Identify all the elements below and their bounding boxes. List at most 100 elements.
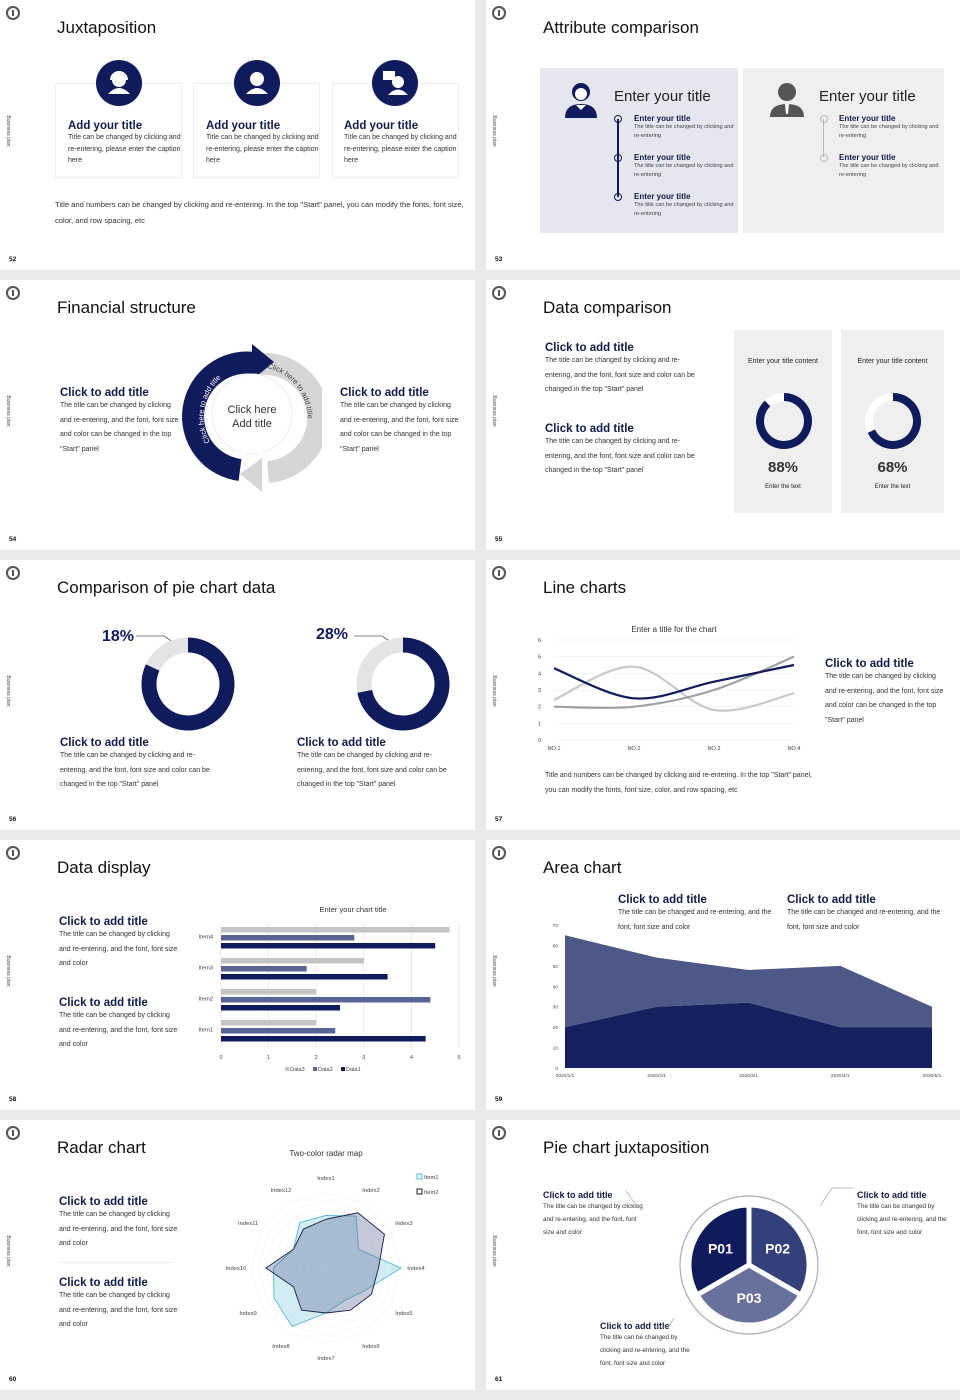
item-text: The title can be changed by clicking and… (634, 202, 734, 217)
slide-58[interactable]: Business plan Data display Click to add … (0, 840, 475, 1110)
side-label: Business plan (5, 675, 11, 707)
slide-60[interactable]: Business plan Radar chart Click to add t… (0, 1120, 475, 1390)
block-title: Click to add title (340, 387, 429, 399)
slide-number: 61 (495, 1376, 503, 1383)
axis-label: Index10 (226, 1266, 247, 1272)
x-tick-label: 2020/2/1 (647, 1073, 666, 1079)
block-text: The title can be changed by clicking and… (825, 673, 944, 724)
card-title: Add your title (206, 120, 281, 132)
axis-label: Index5 (395, 1311, 412, 1317)
slide-title: Data display (57, 858, 151, 877)
chart-title: Enter your chart title (319, 905, 386, 914)
logo-icon (6, 1126, 20, 1140)
y-tick-label: 4 (538, 671, 541, 677)
segment-label: P01 (708, 1241, 733, 1257)
slide-title: Financial structure (57, 298, 196, 317)
axis-label: Index6 (362, 1344, 379, 1350)
logo-icon (492, 6, 506, 20)
x-tick-label: 2020/5/1 (923, 1073, 942, 1079)
donut-value-arc (867, 393, 921, 449)
slide-title: Radar chart (57, 1138, 146, 1157)
center-text-1[interactable]: Click here (228, 404, 277, 416)
block-title: Click to add title (59, 1196, 148, 1208)
radar-grid (250, 1192, 402, 1344)
block-title: Click to add title (787, 894, 876, 906)
block-title: Click to add title (618, 894, 707, 906)
slide-number: 55 (495, 536, 503, 543)
block-text: The title can be changed by clicking and… (545, 438, 695, 474)
block-text: The title can be changed by clicking and… (59, 1211, 178, 1247)
block-title: Click to add title (545, 342, 634, 354)
gray-arrowhead (240, 458, 262, 492)
x-tick-label: 2 (315, 1055, 318, 1061)
axis-label: Index4 (407, 1266, 425, 1272)
navy-arrowhead (252, 344, 274, 380)
block-text: The title can be changed by clicking and… (59, 1292, 178, 1328)
donut-chart (865, 393, 921, 449)
slide-61[interactable]: Business plan Pie chart juxtaposition Cl… (486, 1120, 960, 1390)
item-text: The title can be changed by clicking and… (839, 124, 939, 139)
legend-label: Data3 (290, 1067, 305, 1073)
gray-arc (259, 352, 322, 483)
slide-number: 58 (9, 1096, 17, 1103)
donut-highlight-arc (356, 637, 404, 693)
donut-main-arc (141, 637, 235, 731)
percent-value: 88% (767, 459, 799, 476)
radar-chart: Two-color radar map Index1 Index2 Index3 Ind… (226, 1149, 439, 1362)
radar-grid (273, 1215, 379, 1321)
slide-52[interactable]: Business plan Juxtaposition Add your tit… (0, 0, 475, 270)
center-text-2[interactable]: Add title (232, 418, 272, 430)
footer-text: Title and numbers can be changed by clic… (55, 200, 464, 225)
headset-agent-icon (96, 60, 142, 106)
radar-grid (318, 1260, 334, 1276)
donut-chart (141, 637, 235, 731)
y-tick-label: 2 (538, 705, 541, 711)
slide-54[interactable]: Business plan Financial structure Click … (0, 280, 475, 550)
timeline-node (614, 154, 622, 162)
axis-label: Index7 (317, 1356, 334, 1362)
y-tick-label: Item2 (199, 997, 214, 1003)
slide-59[interactable]: Business plan Area chart 0 10 20 30 40 50 60 70… (486, 840, 960, 1110)
slide-title: Juxtaposition (57, 18, 157, 37)
slide-number: 57 (495, 816, 503, 823)
line-series (553, 663, 795, 700)
item-title: Enter your title (634, 192, 691, 201)
navy-arc (182, 351, 256, 481)
line-series (553, 665, 795, 712)
legend-label: Data2 (318, 1067, 333, 1073)
slide-57[interactable]: Business plan Line charts Enter a title … (486, 560, 960, 830)
pie-segment (693, 1262, 805, 1328)
slide-56[interactable]: Business plan Comparison of pie chart da… (0, 560, 475, 830)
card-title: Add your title (68, 120, 143, 132)
side-label: Business plan (5, 1235, 11, 1267)
area-series (565, 1002, 932, 1068)
bar (221, 1036, 426, 1042)
legend-swatch (341, 1067, 345, 1071)
segmented-pie: P01 P02 P03 (626, 1187, 854, 1335)
logo-icon (492, 1126, 506, 1140)
y-tick-label: 3 (538, 688, 541, 694)
slide-53[interactable]: Business plan Attribute comparison Enter… (486, 0, 960, 270)
stat-panel: Enter your title content 68% Enter the t… (841, 330, 944, 513)
slide-55[interactable]: Business plan Data comparison Click to a… (486, 280, 960, 550)
block-title: Click to add title (59, 997, 148, 1009)
panel-caption: Enter the text (765, 484, 801, 490)
logo-icon (492, 566, 506, 580)
radar-grid (303, 1245, 349, 1291)
y-tick-label: 70 (553, 923, 559, 929)
y-tick-label: 10 (553, 1046, 559, 1052)
item-title: Enter your title (634, 153, 691, 162)
side-label: Business plan (5, 115, 11, 147)
donut-chart (756, 393, 812, 449)
item-text: The title can be changed by clicking and… (634, 124, 734, 139)
y-tick-label: Item4 (199, 935, 214, 941)
slide-number: 53 (495, 256, 503, 263)
x-tick-label: 2020/3/1 (739, 1073, 758, 1079)
block-text: The title can be changed and re-entering… (787, 909, 941, 931)
block-title: Click to add title (60, 387, 149, 399)
percent-label: 18% (102, 628, 135, 645)
axis-label: Index8 (272, 1344, 289, 1350)
y-tick-label: 50 (553, 964, 559, 970)
block-title: Click to add title (545, 423, 634, 435)
x-tick-label: 0 (219, 1055, 222, 1061)
